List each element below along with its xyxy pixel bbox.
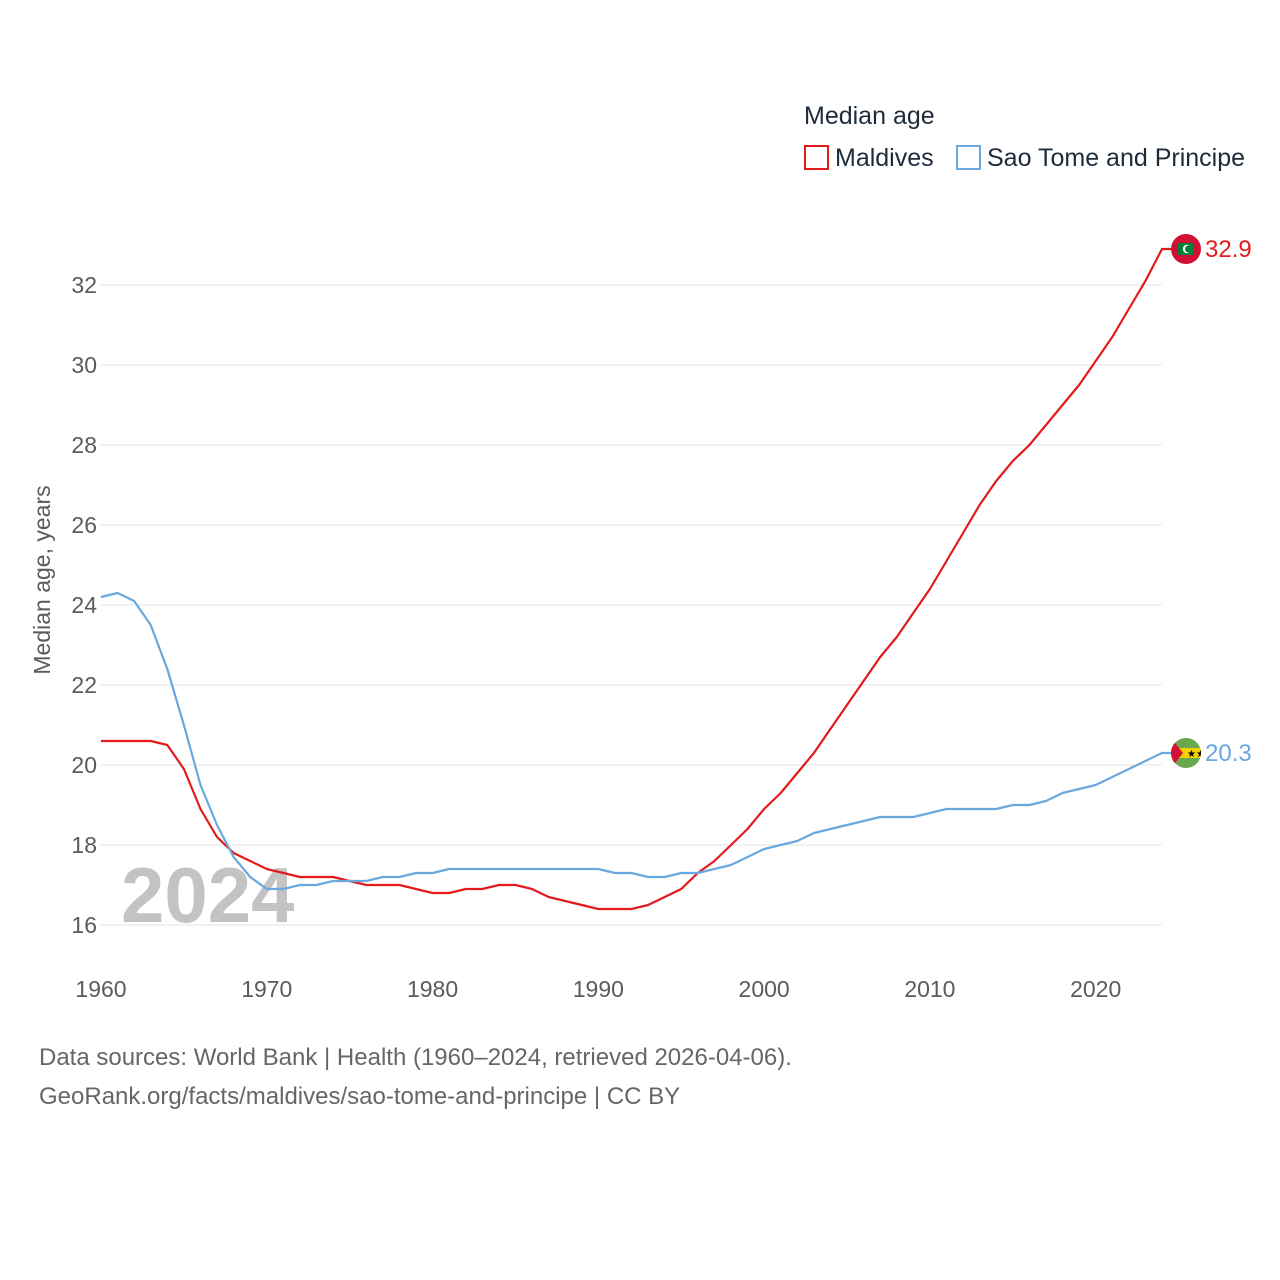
maldives-flag-icon [1171,234,1201,264]
y-axis-ticks: 16 18 20 22 24 26 28 30 32 [71,272,97,938]
legend-swatch-maldives [804,145,829,170]
x-axis-ticks: 1960 1970 1980 1990 2000 2010 2020 [75,976,1121,1002]
x-tick-label: 1960 [75,976,126,1002]
y-tick-label: 22 [71,672,97,698]
x-tick-label: 1990 [573,976,624,1002]
sao-tome-and-principe-flag-icon: ★★ [1171,738,1205,768]
y-tick-label: 28 [71,432,97,458]
legend: Median age Maldives Sao Tome and Princip… [804,102,1245,172]
x-tick-label: 2010 [904,976,955,1002]
legend-title: Median age [804,102,935,130]
y-tick-label: 30 [71,352,97,378]
legend-entry-maldives[interactable]: Maldives [804,144,934,172]
series-lines [100,247,1186,911]
legend-entry-sao-tome-and-principe[interactable]: Sao Tome and Principe [956,144,1245,172]
legend-swatch-sao-tome-and-principe [956,145,981,170]
year-watermark: 2024 [121,851,295,939]
x-tick-label: 1970 [241,976,292,1002]
y-tick-label: 16 [71,912,97,938]
x-tick-label: 2020 [1070,976,1121,1002]
y-tick-label: 32 [71,272,97,298]
y-tick-label: 18 [71,832,97,858]
maldives-end-label: 32.9 [1205,236,1252,263]
footer-attribution[interactable]: GeoRank.org/facts/maldives/sao-tome-and-… [39,1083,681,1110]
legend-label-maldives: Maldives [835,144,934,172]
series-line-maldives [101,247,1186,911]
y-axis-title: Median age, years [29,485,55,674]
x-tick-label: 2000 [739,976,790,1002]
y-tick-label: 20 [71,752,97,778]
y-tick-label: 26 [71,512,97,538]
legend-label-sao-tome-and-principe: Sao Tome and Principe [987,144,1245,172]
series-line-sao-tome-and-principe [100,591,1186,891]
svg-text:★★: ★★ [1187,749,1205,760]
gridlines [101,284,1162,926]
sao-tome-and-principe-end-label: 20.3 [1205,740,1252,767]
x-tick-label: 1980 [407,976,458,1002]
y-tick-label: 24 [71,592,97,618]
footer-source: Data sources: World Bank | Health (1960–… [39,1044,792,1071]
